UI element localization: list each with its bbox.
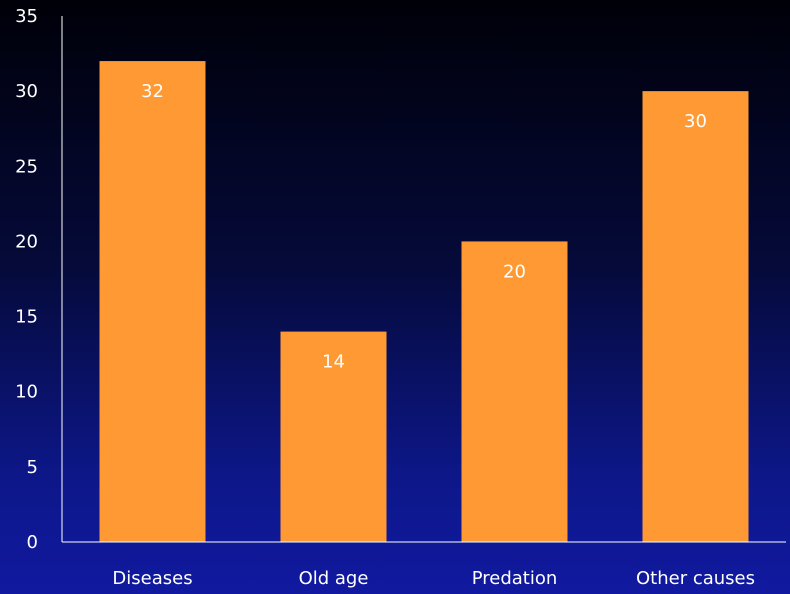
y-tick-label: 15 [15,307,38,328]
bar-value-label: 32 [141,81,164,102]
x-category-label: Diseases [112,568,192,589]
y-tick-label: 5 [27,457,38,478]
y-tick-label: 10 [15,382,38,403]
bar [280,331,387,542]
x-axis-labels: Diseases Old age Predation Other causes [112,568,755,589]
bar [99,61,206,542]
y-axis-ticks: 0 5 10 15 20 25 30 35 [15,6,38,553]
y-tick-label: 25 [15,156,38,177]
bar-value-label: 30 [684,111,707,132]
bar [642,91,749,543]
y-tick-label: 30 [15,81,38,102]
y-tick-label: 20 [15,231,38,252]
data-labels: 32 14 20 30 [141,81,707,373]
x-category-label: Old age [299,568,369,589]
y-tick-label: 0 [27,532,38,553]
x-category-label: Predation [472,568,558,589]
bar-value-label: 20 [503,261,526,282]
y-tick-label: 35 [15,6,38,27]
x-category-label: Other causes [636,568,755,589]
bar [461,241,568,542]
bars [99,61,749,543]
bar-value-label: 14 [322,352,345,373]
